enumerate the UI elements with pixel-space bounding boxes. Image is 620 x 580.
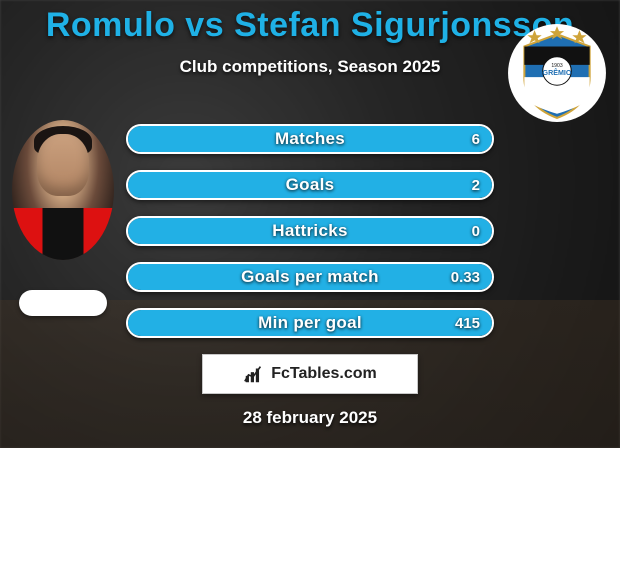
svg-text:1903: 1903: [551, 63, 562, 69]
right-player-club-badge: GRÊMIO 1903: [506, 22, 608, 124]
stat-bar-value-right: 0: [472, 218, 480, 244]
content-root: Romulo vs Stefan Sigurjonsson Club compe…: [0, 0, 620, 580]
right-player-column: GRÊMIO 1903: [500, 120, 620, 124]
stat-bar-value-right: 6: [472, 126, 480, 152]
left-player-column: [0, 120, 120, 316]
stat-bar-value-right: 2: [472, 172, 480, 198]
left-player-avatar: [12, 120, 114, 260]
stat-bar: Goals per match0.33: [126, 262, 494, 292]
stat-bar-value-right: 415: [455, 310, 480, 336]
comparison-row: Matches6Goals2Hattricks0Goals per match0…: [0, 120, 620, 354]
fctables-logo-text: FcTables.com: [271, 365, 377, 383]
bar-chart-icon: [243, 363, 265, 385]
stat-bar: Matches6: [126, 124, 494, 154]
stat-bar: Hattricks0: [126, 216, 494, 246]
stat-bar-label: Min per goal: [128, 310, 492, 336]
date-line: 28 february 2025: [0, 408, 620, 428]
stat-bar: Min per goal415: [126, 308, 494, 338]
stat-bar-label: Goals per match: [128, 264, 492, 290]
left-player-name-pill: [19, 290, 107, 316]
stat-bar-label: Matches: [128, 126, 492, 152]
stat-bar-label: Hattricks: [128, 218, 492, 244]
stat-bars: Matches6Goals2Hattricks0Goals per match0…: [120, 120, 500, 354]
stat-bar-value-right: 0.33: [451, 264, 480, 290]
svg-text:GRÊMIO: GRÊMIO: [543, 68, 572, 77]
gremio-crest-icon: GRÊMIO 1903: [506, 22, 608, 124]
fctables-logo-box: FcTables.com: [202, 354, 418, 394]
stat-bar: Goals2: [126, 170, 494, 200]
stat-bar-label: Goals: [128, 172, 492, 198]
